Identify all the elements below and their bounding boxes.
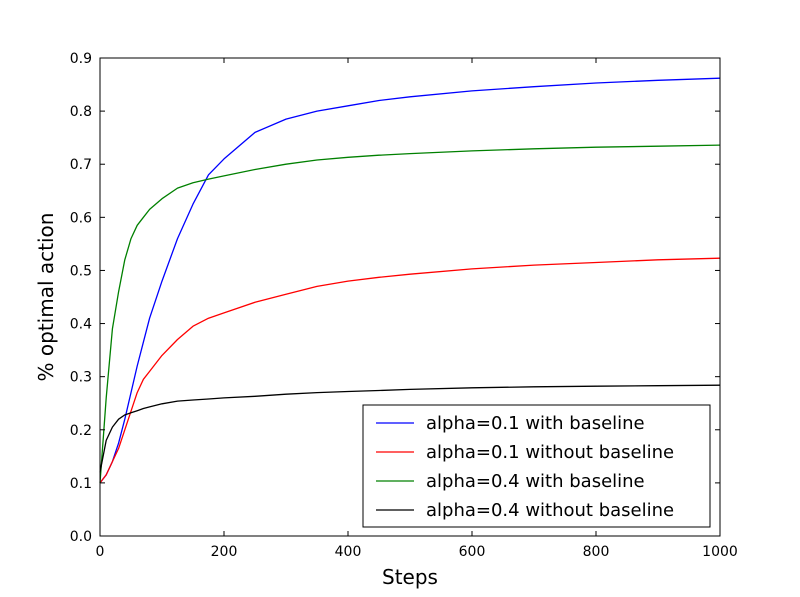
legend-label-4: alpha=0.4 without baseline xyxy=(426,500,674,521)
series-line-3 xyxy=(99,144,721,483)
plot-frame xyxy=(99,57,721,537)
y-tick-label: 0.7 xyxy=(70,157,92,173)
y-tick-label: 0.0 xyxy=(70,529,92,545)
legend-box xyxy=(362,404,711,528)
ticks-layer: 0 200 400 600 800 1000 0.0 0.1 0.2 0.3 0.4 0.5 0.6 0.… xyxy=(70,51,738,560)
x-tick-label: 800 xyxy=(583,544,610,560)
y-tick-label: 0.3 xyxy=(70,370,92,386)
y-tick-label: 0.4 xyxy=(70,317,92,333)
y-axis-label: % optimal action xyxy=(34,213,58,382)
legend-label-3: alpha=0.4 with baseline xyxy=(426,471,645,492)
y-tick-label: 0.8 xyxy=(70,104,92,120)
series-line-1 xyxy=(99,77,721,484)
legend-label-1: alpha=0.1 with baseline xyxy=(426,413,645,434)
series-line-2 xyxy=(99,257,721,484)
y-tick-label: 0.9 xyxy=(70,51,92,67)
x-tick-label: 1000 xyxy=(702,544,738,560)
x-tick-label: 400 xyxy=(335,544,362,560)
legend: alpha=0.1 with baseline alpha=0.1 without… xyxy=(362,404,711,528)
x-axis-label: Steps xyxy=(382,565,438,589)
x-tick-label: 600 xyxy=(459,544,486,560)
series-line-4 xyxy=(99,384,721,473)
y-tick-label: 0.1 xyxy=(70,476,92,492)
legend-label-2: alpha=0.1 without baseline xyxy=(426,442,674,463)
y-tick-label: 0.5 xyxy=(70,263,92,279)
y-tick-label: 0.6 xyxy=(70,210,92,226)
x-tick-label: 0 xyxy=(96,544,105,560)
series-layer xyxy=(99,77,721,484)
y-tick-label: 0.2 xyxy=(70,423,92,439)
x-tick-label: 200 xyxy=(211,544,238,560)
